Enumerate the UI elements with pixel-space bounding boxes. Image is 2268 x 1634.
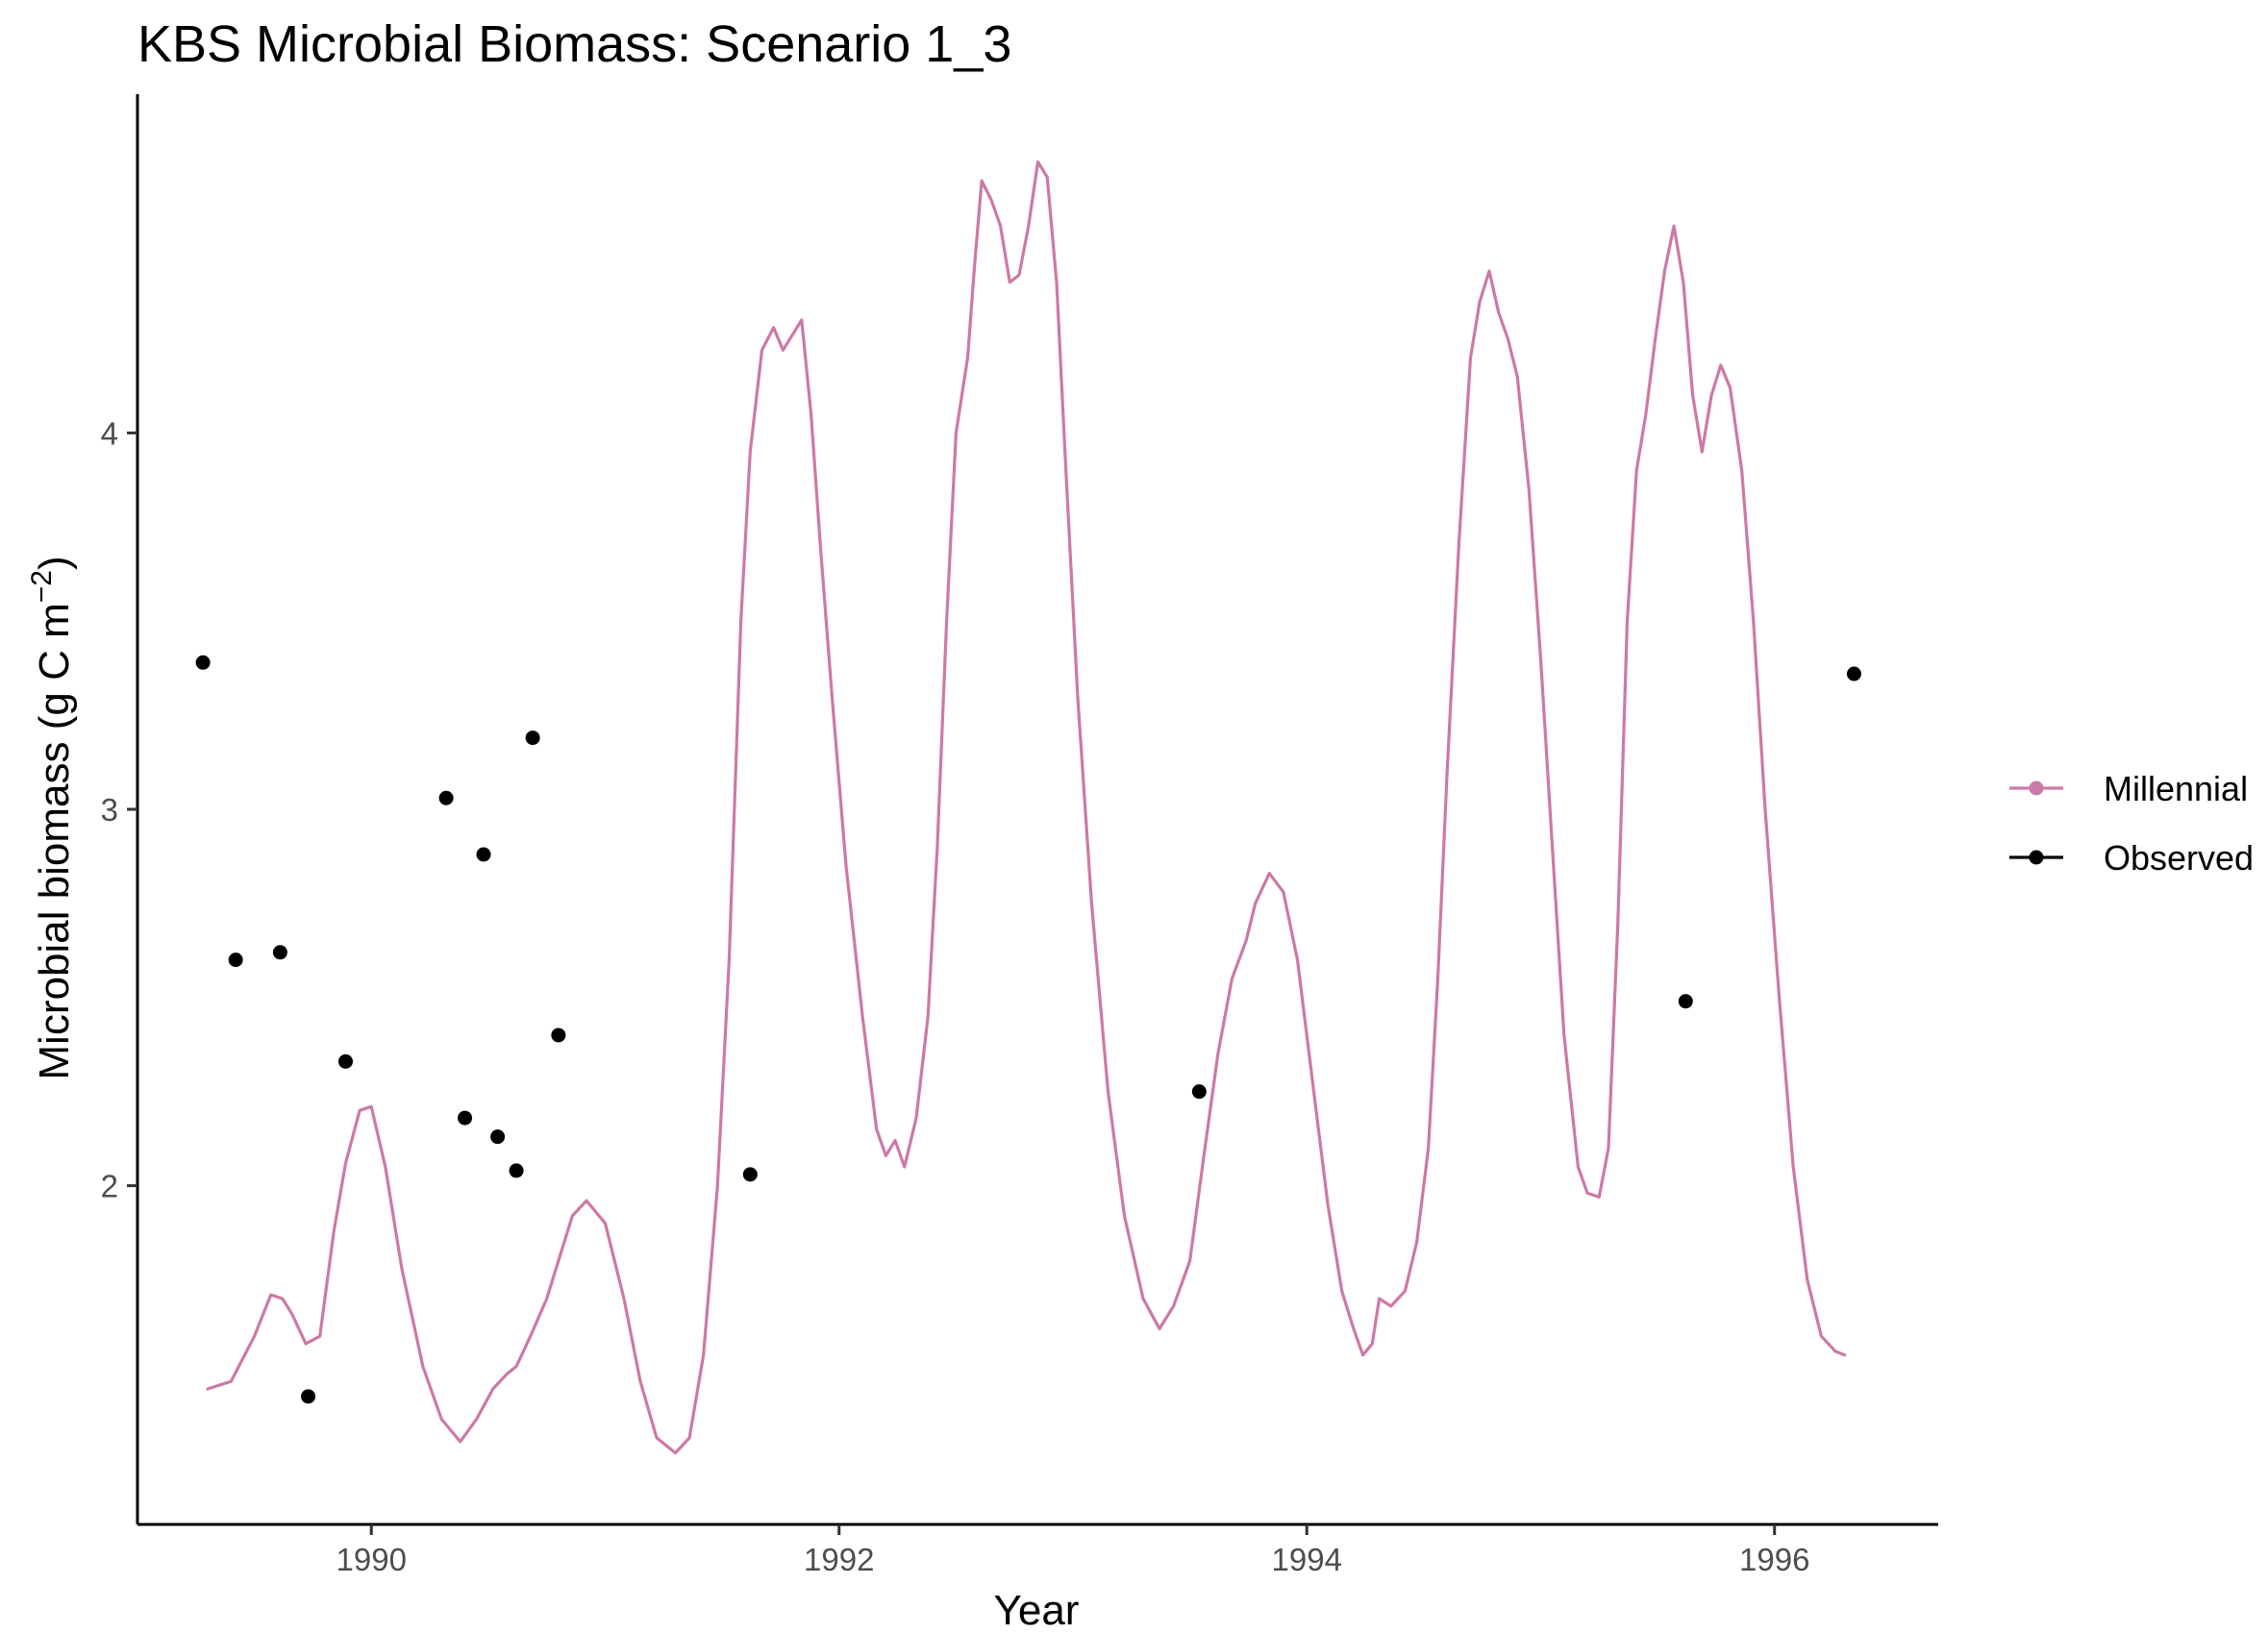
legend-label-millennial: Millennial	[2104, 769, 2248, 808]
x-tick-label: 1990	[336, 1542, 407, 1577]
observed-point	[438, 790, 454, 805]
y-axis-ticks: 2 3 4	[101, 415, 137, 1204]
observed-point	[195, 655, 211, 670]
y-axis-title-main: Microbial biomass (g C m	[31, 603, 78, 1079]
observed-point	[228, 953, 243, 968]
legend-label-observed: Observed	[2104, 838, 2254, 878]
observed-point	[1678, 994, 1693, 1009]
x-tick-label: 1996	[1739, 1542, 1809, 1577]
legend: Millennial Observed	[2009, 769, 2254, 878]
legend-key-millennial	[2009, 780, 2063, 796]
legend-key-observed	[2009, 850, 2063, 865]
x-tick-label: 1994	[1272, 1542, 1342, 1577]
plot-area: 1990 1992 1994 1996 2 3 4	[101, 94, 1938, 1577]
observed-point	[1191, 1084, 1207, 1100]
y-axis-title-close: )	[31, 556, 78, 570]
observed-point	[301, 1389, 316, 1404]
y-tick-label: 3	[101, 792, 118, 828]
observed-point	[490, 1129, 506, 1145]
y-tick-label: 2	[101, 1169, 118, 1204]
observed-point	[1846, 666, 1861, 681]
observed-point	[742, 1167, 758, 1182]
x-axis-title: Year	[994, 1587, 1080, 1634]
series-line-millennial	[206, 160, 1847, 1455]
series-layer	[195, 160, 1861, 1455]
legend-point	[2029, 850, 2044, 865]
y-tick-label: 4	[101, 415, 118, 451]
legend-point	[2029, 780, 2044, 796]
y-axis-title-superscript: −2	[26, 570, 58, 603]
chart-title: KBS Microbial Biomass: Scenario 1_3	[137, 15, 1011, 73]
observed-point	[476, 847, 491, 862]
y-axis-title: Microbial biomass (g C m−2)	[26, 556, 78, 1079]
x-axis-ticks: 1990 1992 1994 1996	[336, 1524, 1809, 1577]
x-tick-label: 1992	[804, 1542, 874, 1577]
observed-point	[509, 1163, 524, 1178]
observed-point	[525, 730, 540, 746]
observed-point	[337, 1053, 353, 1069]
observed-point	[272, 945, 287, 960]
observed-point	[458, 1110, 473, 1126]
observed-point	[551, 1027, 566, 1043]
